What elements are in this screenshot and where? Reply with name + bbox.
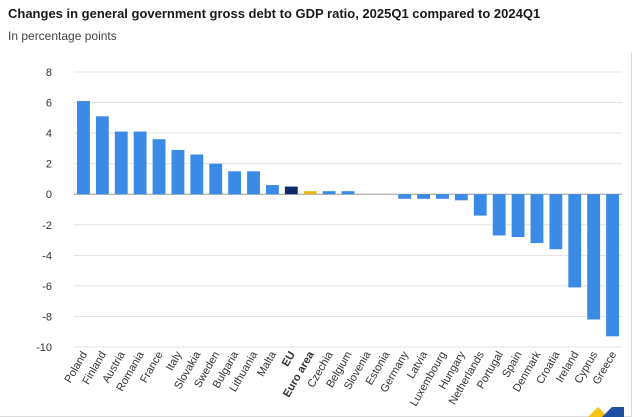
eurostat-logo-fragment bbox=[588, 407, 624, 417]
bar-portugal bbox=[492, 194, 506, 236]
bar-eu bbox=[284, 186, 298, 195]
bar-sweden bbox=[209, 163, 223, 195]
bar-germany bbox=[398, 194, 412, 199]
y-tick-label: -4 bbox=[42, 250, 52, 262]
bar-france bbox=[152, 139, 166, 195]
bar-lithuania bbox=[247, 171, 260, 195]
bar-hungary bbox=[454, 194, 468, 201]
y-tick-label: -10 bbox=[36, 342, 52, 354]
y-tick-label: -6 bbox=[42, 281, 52, 293]
y-axis-ticks: 8 6 4 2 0 -2 -4 -6 -8 -10 bbox=[36, 67, 52, 354]
bar-latvia bbox=[417, 194, 431, 199]
bar-slovakia bbox=[190, 154, 204, 195]
chart-title: Changes in general government gross debt… bbox=[8, 6, 541, 21]
y-tick-label: -2 bbox=[42, 220, 52, 232]
x-axis-labels: PolandFinlandAustriaRomaniaFranceItalySl… bbox=[63, 349, 620, 409]
chart-subtitle: In percentage points bbox=[8, 29, 117, 43]
bar-ireland bbox=[568, 194, 582, 288]
grid-lines bbox=[74, 71, 622, 348]
bar-netherlands bbox=[473, 194, 487, 216]
bar-croatia bbox=[549, 194, 563, 250]
y-tick-label: 6 bbox=[46, 98, 52, 110]
x-label-eu: EU bbox=[280, 349, 298, 368]
bar-luxembourg bbox=[436, 194, 449, 199]
bar-italy bbox=[171, 149, 185, 195]
y-tick-label: 8 bbox=[46, 67, 52, 79]
bar-spain bbox=[511, 194, 525, 237]
y-tick-label: -8 bbox=[42, 311, 52, 323]
bar-bulgaria bbox=[228, 171, 242, 195]
bar-czechia bbox=[322, 191, 336, 195]
y-tick-label: 4 bbox=[46, 128, 52, 140]
y-tick-label: 2 bbox=[46, 159, 52, 171]
bar-denmark bbox=[530, 194, 544, 244]
bars bbox=[77, 101, 619, 337]
bar-euro-area bbox=[303, 191, 317, 195]
bar-poland bbox=[77, 101, 90, 195]
y-tick-label: 0 bbox=[46, 189, 52, 201]
bar-austria bbox=[114, 131, 128, 195]
bar-malta bbox=[265, 185, 279, 195]
bar-romania bbox=[133, 131, 147, 195]
bar-greece bbox=[606, 194, 619, 337]
bar-finland bbox=[95, 116, 109, 195]
x-label-malta: Malta bbox=[255, 349, 279, 379]
bar-belgium bbox=[341, 191, 355, 195]
bar-cyprus bbox=[587, 194, 601, 320]
